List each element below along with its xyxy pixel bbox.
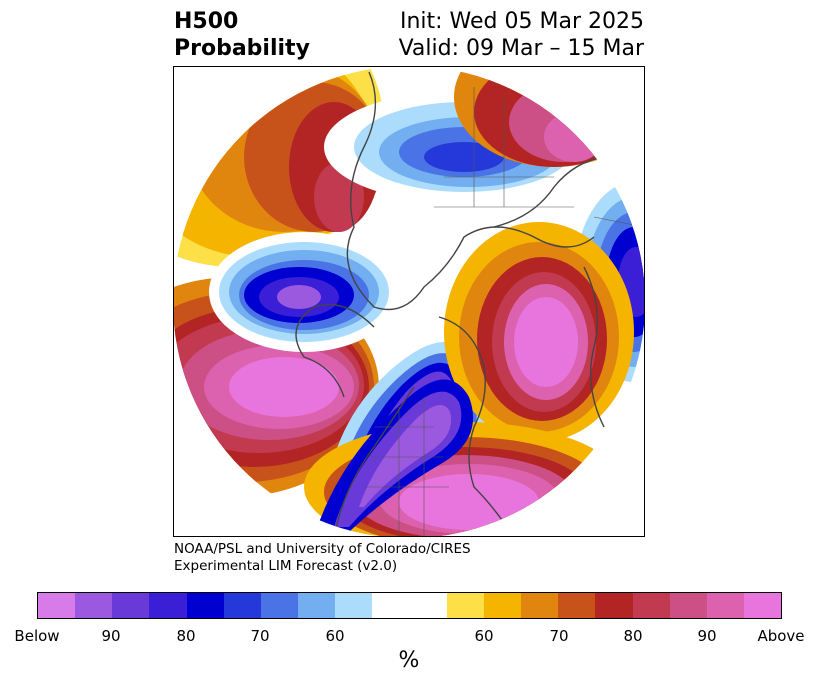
forecast-map-svg	[174, 67, 644, 536]
colorbar-segment	[743, 593, 782, 618]
colorbar-segment	[223, 593, 261, 618]
colorbar-segment	[521, 593, 559, 618]
init-date: Init: Wed 05 Mar 2025	[399, 9, 644, 34]
tick-above-90: 90	[697, 627, 717, 645]
anomaly-western-russia	[209, 232, 399, 352]
colorbar-segment	[595, 593, 633, 618]
tick-above-80: 80	[623, 627, 643, 645]
anomaly-north-atlantic	[444, 222, 634, 442]
colorbar-segment	[75, 593, 113, 618]
colorbar-segment	[409, 593, 447, 618]
colorbar-segment	[632, 593, 670, 618]
credit-line-2: Experimental LIM Forecast (v2.0)	[174, 558, 398, 574]
colorbar-segment	[372, 593, 410, 618]
forecast-map	[173, 66, 645, 537]
title-variable: H500	[174, 9, 239, 34]
tick-below-90: 90	[101, 627, 121, 645]
colorbar-segment	[112, 593, 150, 618]
credit-line-1: NOAA/PSL and University of Colorado/CIRE…	[174, 541, 471, 557]
colorbar-segment	[706, 593, 744, 618]
valid-range: Valid: 09 Mar – 15 Mar	[398, 36, 644, 61]
tick-above-60: 60	[474, 627, 494, 645]
colorbar-segment	[558, 593, 596, 618]
title-product: Probability	[174, 36, 310, 61]
title-right: Init: Wed 05 Mar 2025 Valid: 09 Mar – 15…	[399, 8, 644, 62]
tick-below: Below	[14, 627, 60, 645]
title-left: H500 Probability	[174, 8, 310, 62]
colorbar-segment	[149, 593, 187, 618]
colorbar-segment	[335, 593, 373, 618]
colorbar-segment	[260, 593, 299, 618]
credit: NOAA/PSL and University of Colorado/CIRE…	[174, 541, 471, 575]
tick-below-80: 80	[176, 627, 196, 645]
colorbar-segment	[446, 593, 484, 618]
colorbar-segment	[186, 593, 224, 618]
colorbar	[37, 592, 782, 619]
coastlines	[295, 71, 605, 536]
colorbar-segment	[38, 593, 76, 618]
colorbar-segment	[298, 593, 336, 618]
colorbar-segment	[483, 593, 522, 618]
anomaly-north-america	[314, 379, 474, 536]
tick-below-60: 60	[325, 627, 345, 645]
colorbar-unit: %	[398, 648, 420, 673]
tick-below-70: 70	[250, 627, 270, 645]
tick-above-70: 70	[549, 627, 569, 645]
tick-above: Above	[757, 627, 805, 645]
colorbar-segment	[669, 593, 707, 618]
